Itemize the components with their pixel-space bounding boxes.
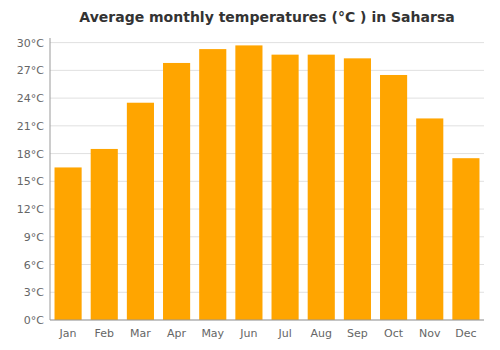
- x-tick-label: Dec: [455, 327, 476, 340]
- y-tick-label: 15°C: [17, 175, 44, 188]
- y-tick-label: 21°C: [17, 120, 44, 133]
- x-tick-label: Nov: [419, 327, 441, 340]
- bar: [199, 49, 226, 320]
- grid-line: [50, 42, 484, 43]
- grid: [50, 43, 484, 320]
- bar: [127, 103, 154, 320]
- x-tick-label: Jan: [59, 327, 77, 340]
- x-tick-label: Jun: [239, 327, 257, 340]
- y-tick-label: 24°C: [17, 92, 44, 105]
- bar: [163, 63, 190, 320]
- bar: [416, 118, 443, 320]
- bar: [55, 167, 82, 320]
- bar: [272, 55, 299, 320]
- x-axis: Jan Feb Mar Apr May Jun Jul Aug Sep Oct Nov Dec: [59, 327, 477, 340]
- x-axis-line: [50, 320, 484, 321]
- y-tick-label: 3°C: [24, 286, 44, 299]
- x-tick-label: Oct: [384, 327, 404, 340]
- x-tick-label: Sep: [347, 327, 368, 340]
- title: Average monthly temperatures (°C ) in Sa…: [79, 9, 454, 25]
- chart: Average monthly temperatures (°C ) in Sa…: [0, 0, 500, 350]
- bar: [308, 55, 335, 320]
- x-tick-label: Aug: [311, 327, 332, 340]
- y-axis-line: [50, 38, 51, 320]
- bar: [344, 58, 371, 320]
- grid-line: [50, 70, 484, 71]
- y-tick-label: 27°C: [17, 64, 44, 77]
- grid-line: [50, 320, 484, 321]
- y-axis: 0°C 3°C 6°C 9°C 12°C 15°C 18°C 21°C 24°C 27°C 30°C: [17, 37, 44, 327]
- y-tick-label: 0°C: [24, 314, 44, 327]
- x-tick-label: Mar: [130, 327, 151, 340]
- x-tick-label: Jul: [277, 327, 291, 340]
- bar: [452, 158, 479, 320]
- bar: [91, 149, 118, 320]
- bar: [235, 45, 262, 320]
- y-tick-label: 12°C: [17, 203, 44, 216]
- x-tick-label: Feb: [95, 327, 114, 340]
- chart-container: Average monthly temperatures (°C ) in Sa…: [0, 0, 500, 350]
- bars: [55, 45, 480, 320]
- x-tick-label: Apr: [167, 327, 187, 340]
- x-tick-label: May: [201, 327, 224, 340]
- bar: [380, 75, 407, 320]
- y-tick-label: 30°C: [17, 37, 44, 50]
- y-tick-label: 18°C: [17, 148, 44, 161]
- y-tick-label: 9°C: [24, 231, 44, 244]
- grid-line: [50, 98, 484, 99]
- y-tick-label: 6°C: [24, 259, 44, 272]
